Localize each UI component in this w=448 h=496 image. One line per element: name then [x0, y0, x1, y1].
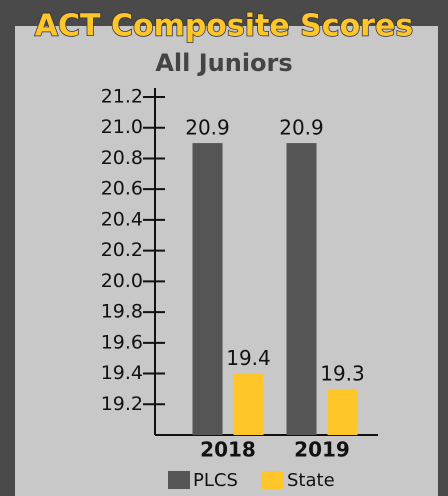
chart-subtitle: All Juniors: [155, 49, 292, 77]
bar: [233, 373, 264, 435]
y-tick-label: 19.6: [101, 331, 143, 353]
value-label: 20.9: [185, 116, 230, 140]
legend-label: PLCS: [193, 470, 238, 491]
value-label: 19.3: [320, 361, 365, 385]
y-tick-label: 20.2: [101, 239, 143, 261]
chart-title: ACT Composite Scores: [35, 9, 413, 44]
x-tick-label: 2019: [294, 438, 350, 462]
y-tick-label: 21.2: [101, 86, 143, 108]
legend-swatch: [168, 471, 190, 489]
bar: [286, 143, 317, 435]
y-tick-label: 19.4: [101, 362, 143, 384]
y-tick-label: 20.4: [101, 208, 143, 230]
y-tick-label: 19.2: [101, 393, 143, 415]
y-tick-label: 20.0: [101, 270, 143, 292]
bar: [327, 388, 358, 435]
value-label: 19.4: [226, 346, 271, 370]
bar: [192, 143, 223, 435]
y-tick-label: 19.8: [101, 301, 143, 323]
y-tick-label: 21.0: [101, 116, 143, 138]
y-tick-label: 20.6: [101, 178, 143, 200]
panel: [15, 26, 438, 496]
y-tick-label: 20.8: [101, 147, 143, 169]
legend-label: State: [287, 470, 335, 491]
x-tick-label: 2018: [200, 438, 256, 462]
legend-swatch: [262, 471, 284, 489]
value-label: 20.9: [279, 116, 324, 140]
